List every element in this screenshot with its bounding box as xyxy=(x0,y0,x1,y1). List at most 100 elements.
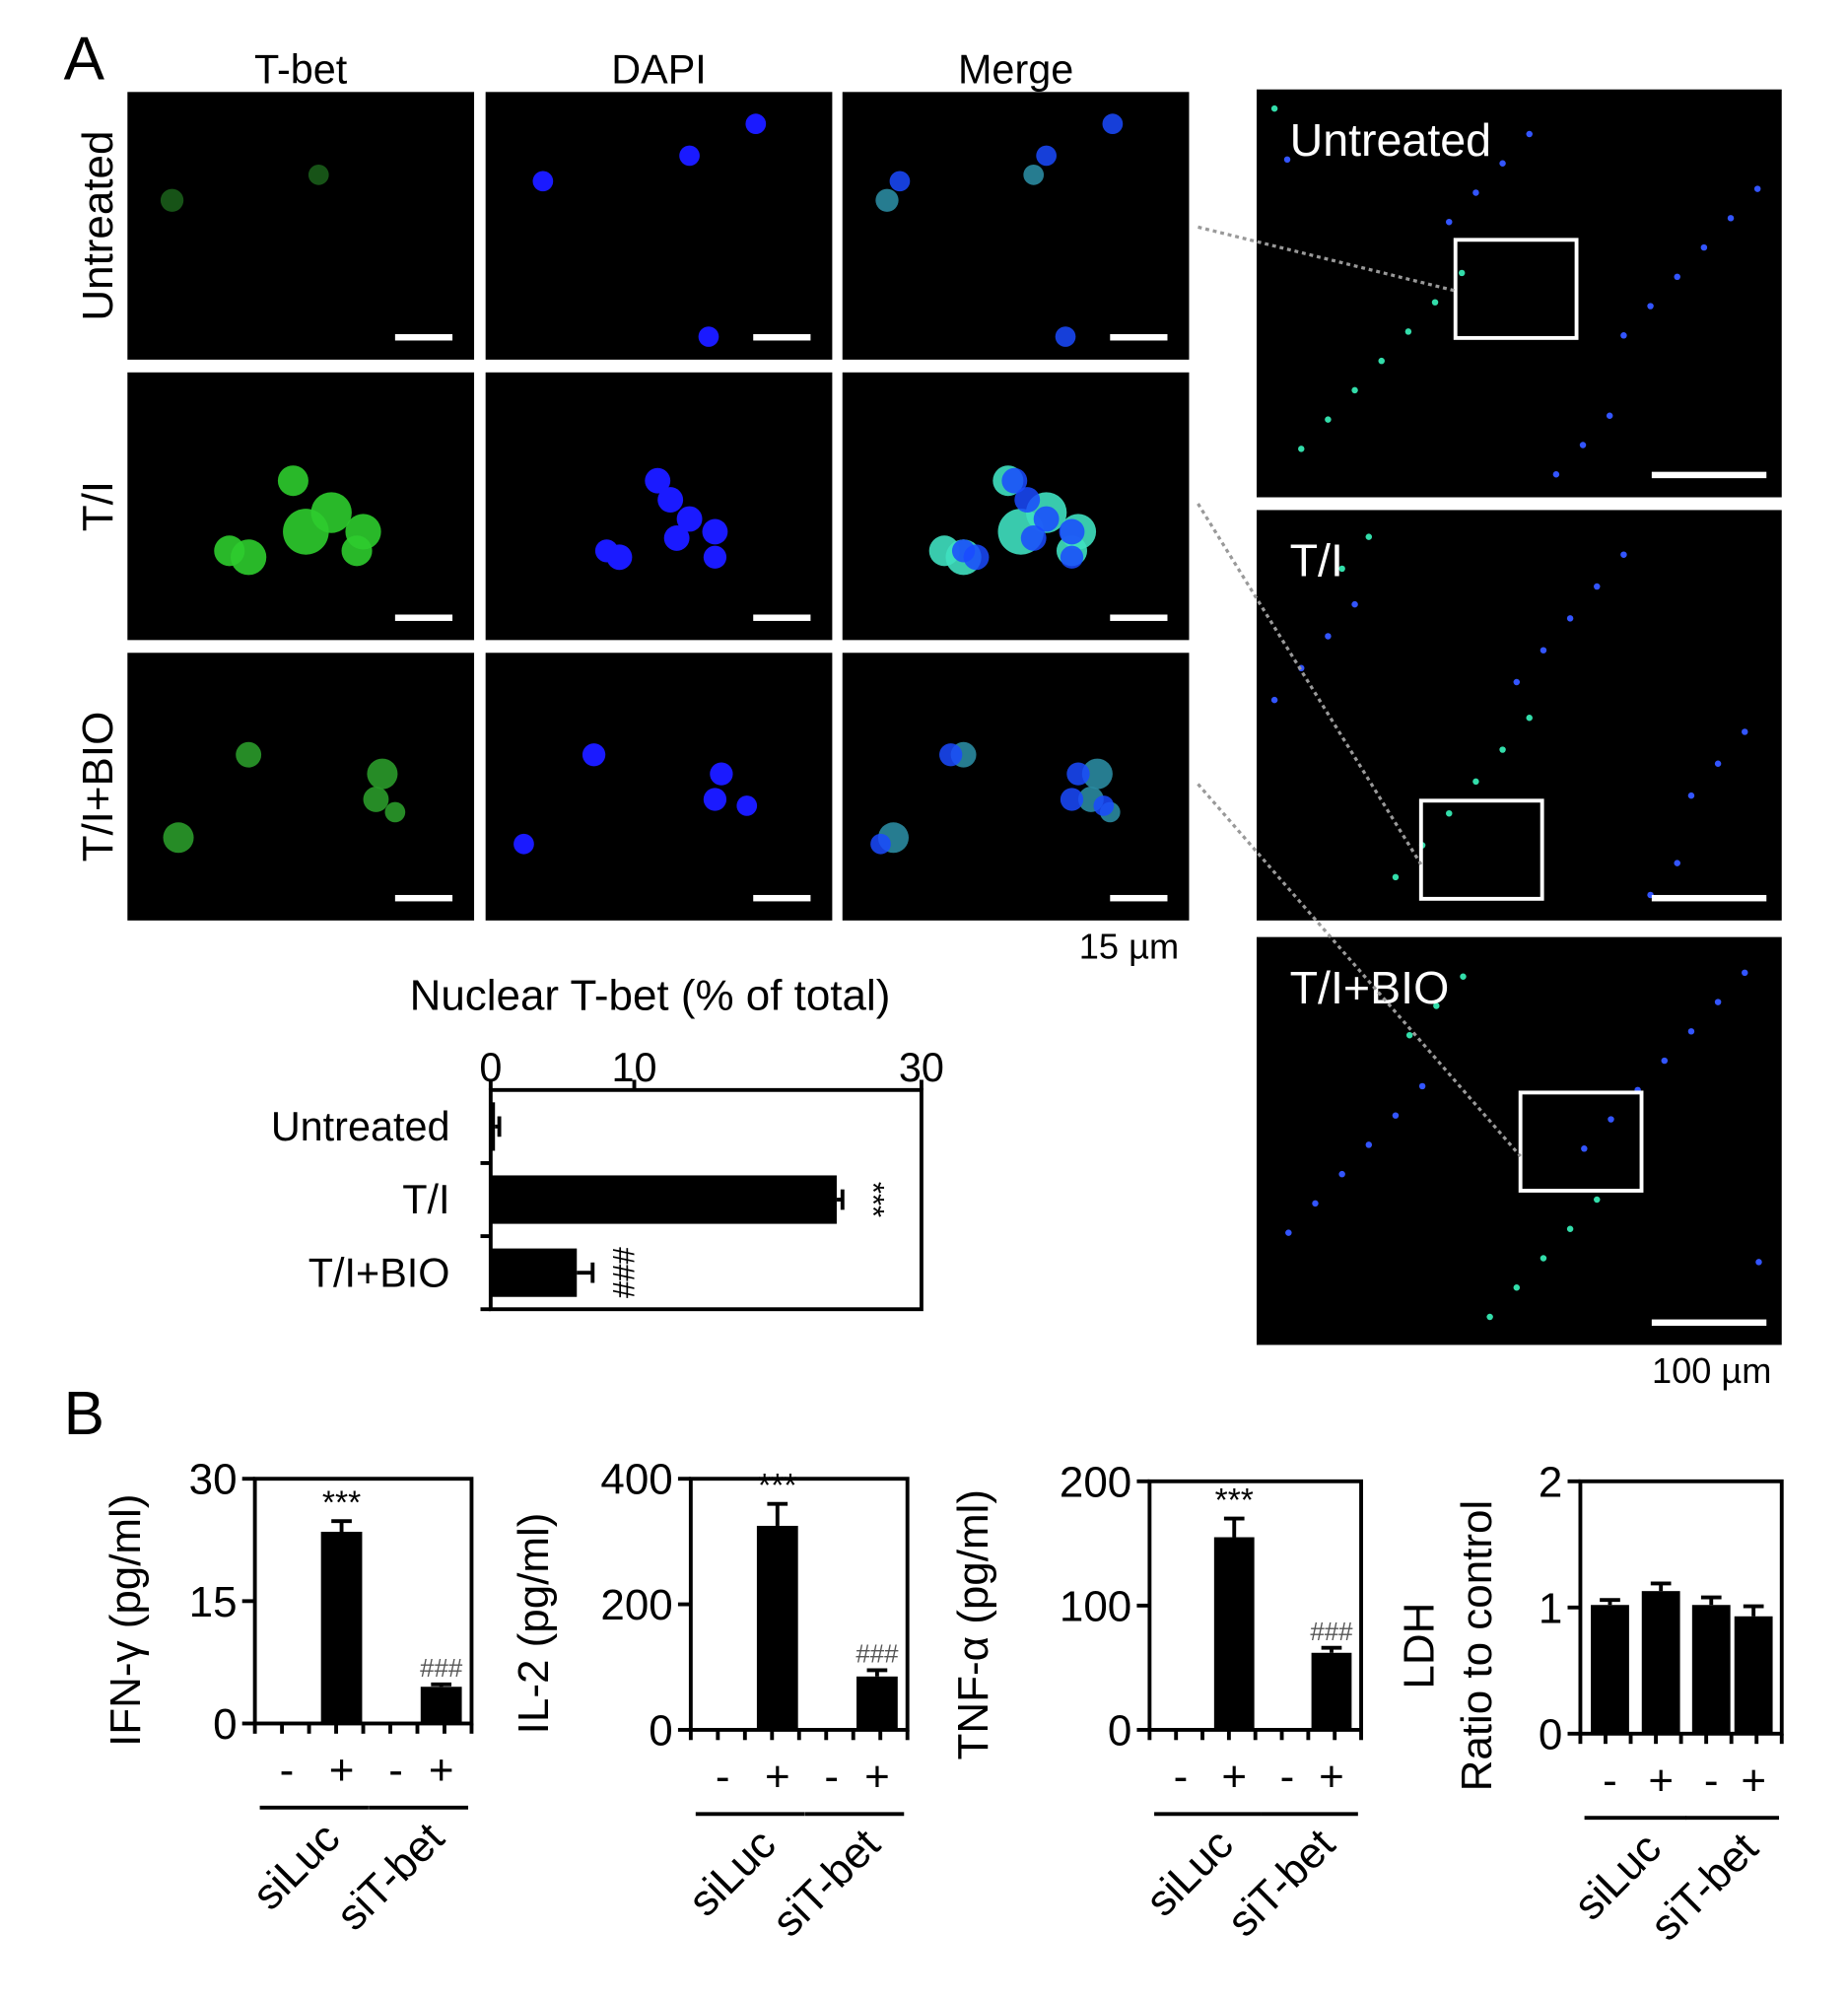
x-tick-label: + xyxy=(429,1747,454,1795)
cell-dot xyxy=(1620,551,1627,558)
cell-dot xyxy=(1594,1196,1601,1204)
group-label: siT-bet xyxy=(1218,1820,1344,1946)
cell-dot xyxy=(1674,860,1680,866)
x-tick-label: + xyxy=(1319,1753,1344,1801)
nucleus xyxy=(594,539,619,563)
cell-dot xyxy=(1338,565,1345,573)
micrograph xyxy=(127,92,475,360)
cell xyxy=(1023,165,1045,185)
nucleus xyxy=(736,795,758,816)
annotation: ### xyxy=(1310,1619,1353,1646)
nucleus xyxy=(1066,762,1090,786)
cell-dot xyxy=(1540,1255,1547,1262)
column-label: DAPI xyxy=(611,46,707,92)
cell-dot xyxy=(1687,1028,1695,1035)
cell-dot xyxy=(1513,678,1521,686)
annotation: *** xyxy=(1215,1482,1254,1519)
x-tick-label: - xyxy=(388,1747,403,1795)
nucleus xyxy=(532,171,554,192)
x-tick-label: 30 xyxy=(899,1045,944,1090)
y-tick-label: 400 xyxy=(600,1456,672,1504)
scale-bar xyxy=(394,334,453,341)
scale-bar xyxy=(1651,894,1767,902)
cell-dot xyxy=(1755,1259,1762,1266)
cell-dot xyxy=(1687,792,1695,799)
x-tick-label: - xyxy=(716,1753,730,1801)
chart-title: Nuclear T-bet (% of total) xyxy=(410,971,891,1019)
cell-dot xyxy=(1270,696,1278,704)
cell-dot xyxy=(1404,328,1412,335)
cell-dot xyxy=(1620,332,1627,339)
micrograph xyxy=(485,92,833,360)
cell-dot xyxy=(1566,615,1574,622)
cell xyxy=(367,758,398,790)
nucleus xyxy=(1093,795,1115,816)
x-tick-label: - xyxy=(1174,1753,1189,1801)
y-tick-label: 1 xyxy=(1539,1584,1562,1632)
cell-dot xyxy=(1526,714,1533,722)
nucleus xyxy=(513,833,534,855)
cell xyxy=(384,801,406,823)
cell-dot xyxy=(1392,1112,1400,1119)
nucleus xyxy=(703,545,727,569)
nucleus xyxy=(1060,788,1084,811)
nucleus xyxy=(698,326,719,347)
x-tick-label: + xyxy=(1648,1757,1674,1805)
cell xyxy=(875,188,899,212)
nucleus xyxy=(745,113,767,134)
x-tick-label: - xyxy=(824,1753,839,1801)
cell-dot xyxy=(1499,160,1506,167)
annotation: ### xyxy=(606,1247,641,1298)
group-label: siT-bet xyxy=(763,1820,889,1946)
nucleus xyxy=(870,833,891,855)
annotation: ### xyxy=(420,1655,463,1683)
cell-dot xyxy=(1312,1200,1319,1207)
nucleus xyxy=(939,743,963,767)
cell-dot xyxy=(1727,215,1735,222)
bar xyxy=(320,1532,363,1724)
scale-bar xyxy=(1651,471,1767,479)
cell-dot xyxy=(1499,746,1506,753)
cell-dot xyxy=(1661,1057,1669,1065)
scale-bar xyxy=(1110,614,1168,621)
nucleus xyxy=(1014,487,1041,514)
overview-label: T/I+BIO xyxy=(1290,962,1450,1013)
cell xyxy=(214,535,245,567)
cell-dot xyxy=(1714,760,1722,768)
cell xyxy=(277,465,308,497)
x-tick-label: - xyxy=(1603,1757,1617,1805)
cell-dot xyxy=(1365,1141,1373,1148)
cell-dot xyxy=(1606,412,1613,419)
scale-label: 100 µm xyxy=(1652,1350,1771,1391)
cell-dot xyxy=(1581,1145,1588,1152)
group-label: siT-bet xyxy=(327,1814,453,1940)
nucleus xyxy=(1033,506,1060,532)
row-label: Untreated xyxy=(74,131,122,321)
y-tick-label: 200 xyxy=(600,1581,672,1629)
bar xyxy=(490,1248,578,1297)
nucleus xyxy=(645,467,671,494)
nucleus xyxy=(1102,113,1124,134)
cell-dot xyxy=(1378,357,1385,365)
y-axis-label: IFN-γ (pg/ml) xyxy=(102,1494,150,1747)
cell-dot xyxy=(1486,1313,1493,1321)
cell xyxy=(163,822,194,854)
zoom-line xyxy=(1197,503,1423,865)
cell-dot xyxy=(1753,185,1761,192)
scale-bar xyxy=(753,894,811,902)
column-label: Merge xyxy=(958,46,1073,92)
zoom-line xyxy=(1198,225,1457,293)
cell-dot xyxy=(1513,1284,1521,1291)
cell xyxy=(310,492,352,533)
bar xyxy=(420,1687,462,1724)
cell-dot xyxy=(1338,1170,1345,1178)
bar xyxy=(1691,1605,1731,1734)
cell-dot xyxy=(1608,1116,1614,1123)
scale-bar xyxy=(394,614,453,621)
cell xyxy=(160,188,184,212)
x-tick-label: 10 xyxy=(612,1045,657,1090)
x-tick-label: - xyxy=(1704,1757,1719,1805)
bar xyxy=(490,1175,837,1224)
x-tick-label: + xyxy=(1741,1757,1766,1805)
y-tick-label: T/I+BIO xyxy=(308,1250,450,1295)
